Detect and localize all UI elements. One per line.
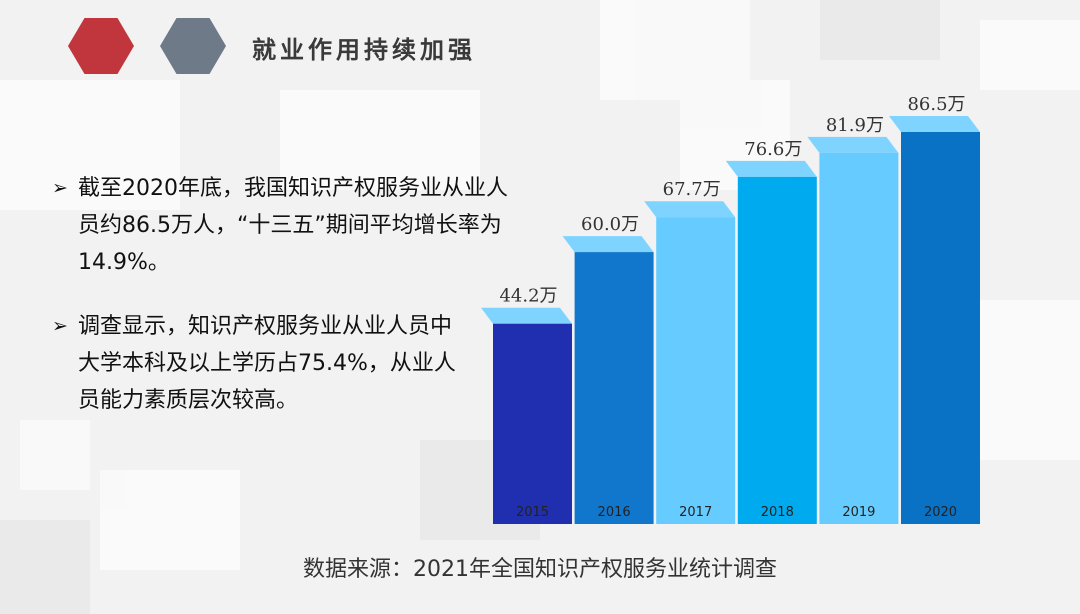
bullet-arrow-icon: ➢ [52, 315, 68, 337]
bar-2018 [737, 176, 817, 524]
value-label: 60.0万 [581, 214, 639, 235]
bullet-employment-count: ➢ 截至2020年底，我国知识产权服务业从业人员约86.5万人，“十三五”期间平… [52, 170, 522, 281]
bar-top-face [481, 307, 572, 324]
employment-bar-chart: 2015 44.2万 2016 60.0万 2017 67.7万 2018 76.6万 2019… [481, 94, 980, 525]
category-label: 2018 [761, 505, 794, 520]
category-label: 2017 [679, 505, 712, 520]
value-label: 67.7万 [663, 179, 721, 200]
bar-top-face [644, 201, 736, 218]
bullet-education-level: ➢ 调查显示，知识产权服务业从业人员中大学本科及以上学历占75.4%，从业人员能… [52, 308, 472, 419]
bullet-arrow-icon: ➢ [52, 177, 68, 199]
page-title: 就业作用持续加强 [252, 36, 476, 64]
bar-2017 [656, 217, 736, 524]
bar-2015 [493, 323, 572, 524]
bar-top-face [807, 136, 899, 153]
category-label: 2015 [516, 505, 549, 520]
bullet-text: 截至2020年底，我国知识产权服务业从业人员约86.5万人，“十三五”期间平均增… [78, 176, 508, 275]
category-label: 2020 [924, 505, 957, 520]
bar-2016 [574, 252, 654, 525]
bar-top-face [562, 236, 654, 253]
value-label: 81.9万 [826, 115, 884, 136]
bar-2020 [901, 132, 980, 524]
bar-top-face [725, 160, 817, 177]
category-label: 2016 [598, 505, 631, 520]
hexagon-decoration-red [68, 18, 134, 74]
category-label: 2019 [842, 505, 875, 520]
value-label: 76.6万 [744, 139, 802, 160]
data-source-note: 数据来源：2021年全国知识产权服务业统计调查 [303, 557, 777, 582]
bar-top-face [889, 116, 980, 132]
bar-2019 [819, 152, 899, 524]
bullet-text: 调查显示，知识产权服务业从业人员中大学本科及以上学历占75.4%，从业人员能力素… [78, 314, 456, 413]
value-label: 44.2万 [499, 286, 557, 307]
hexagon-decoration-gray [160, 18, 226, 74]
value-label: 86.5万 [907, 94, 965, 115]
